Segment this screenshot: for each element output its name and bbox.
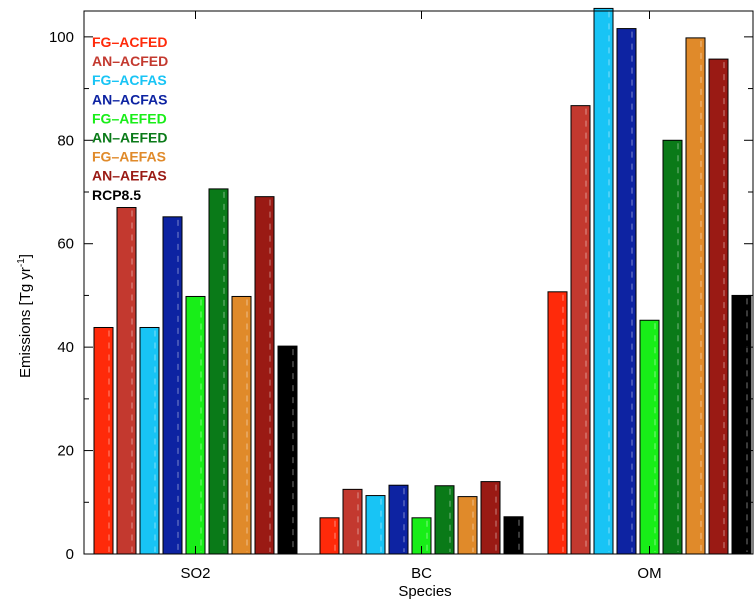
bar-om-3 — [593, 7, 614, 555]
bar-om-8 — [708, 58, 729, 555]
bar-so2-9 — [277, 345, 298, 555]
legend-entry-4: AN–ACFAS — [92, 91, 167, 107]
legend-entry-6: AN–AEFED — [92, 130, 167, 146]
bar-om-9 — [731, 294, 752, 555]
legend-entry-2: AN–ACFED — [92, 53, 168, 69]
y-axis-title-close: ] — [17, 254, 34, 258]
bar-bc-7 — [457, 496, 478, 555]
y-axis-title: Emissions [Tg yr-1] — [16, 254, 34, 378]
bar-so2-7 — [231, 295, 252, 555]
y-tick-label: 100 — [49, 29, 74, 46]
bar-bc-2 — [342, 488, 363, 555]
bar-om-1 — [547, 291, 568, 555]
legend-entry-1: FG–ACFED — [92, 34, 167, 50]
bar-bc-3 — [365, 495, 386, 555]
y-tick-label: 60 — [57, 236, 74, 253]
legend-entry-5: FG–AEFED — [92, 110, 167, 126]
bar-bc-8 — [480, 481, 501, 555]
bar-so2-6 — [208, 188, 229, 555]
bar-so2-4 — [162, 216, 183, 555]
legend: FG–ACFED AN–ACFED FG–ACFAS AN–ACFAS FG–AEFED… — [92, 34, 168, 203]
bar-om-2 — [570, 105, 591, 555]
bar-so2-8 — [254, 196, 275, 555]
legend-entry-7: FG–AEFAS — [92, 149, 166, 165]
legend-entry-8: AN–AEFAS — [92, 168, 167, 184]
bars-layer — [93, 7, 752, 555]
bar-bc-1 — [319, 517, 340, 555]
bar-so2-2 — [116, 207, 137, 555]
bar-bc-4 — [388, 484, 409, 555]
y-tick-label: 20 — [57, 443, 74, 460]
y-tick-label: 80 — [57, 132, 74, 149]
x-tick-label-om: OM — [637, 565, 661, 582]
labels-layer: Species Emissions [Tg yr-1] — [16, 254, 452, 600]
bar-so2-1 — [93, 326, 114, 555]
x-axis-title: Species — [398, 583, 451, 600]
bar-om-4 — [616, 28, 637, 555]
legend-entry-9: RCP8.5 — [92, 187, 141, 203]
y-tick-label: 0 — [66, 546, 74, 563]
bar-so2-3 — [139, 326, 160, 555]
bar-bc-6 — [434, 485, 455, 555]
y-axis-title-superscript: -1 — [16, 258, 27, 267]
y-axis-title-main: Emissions [Tg yr — [17, 267, 34, 378]
y-tick-label: 40 — [57, 339, 74, 356]
legend-entry-3: FG–ACFAS — [92, 72, 167, 88]
x-tick-label-bc: BC — [411, 565, 432, 582]
bar-bc-9 — [503, 516, 524, 555]
plot-frame — [83, 10, 754, 555]
bar-so2-5 — [185, 295, 206, 555]
x-tick-label-so2: SO2 — [180, 565, 210, 582]
bar-om-7 — [685, 37, 706, 555]
axes-layer: 0 20 40 60 80 100 SO2 BC OM — [49, 10, 754, 582]
bar-om-6 — [662, 139, 683, 555]
bar-om-5 — [639, 319, 660, 555]
